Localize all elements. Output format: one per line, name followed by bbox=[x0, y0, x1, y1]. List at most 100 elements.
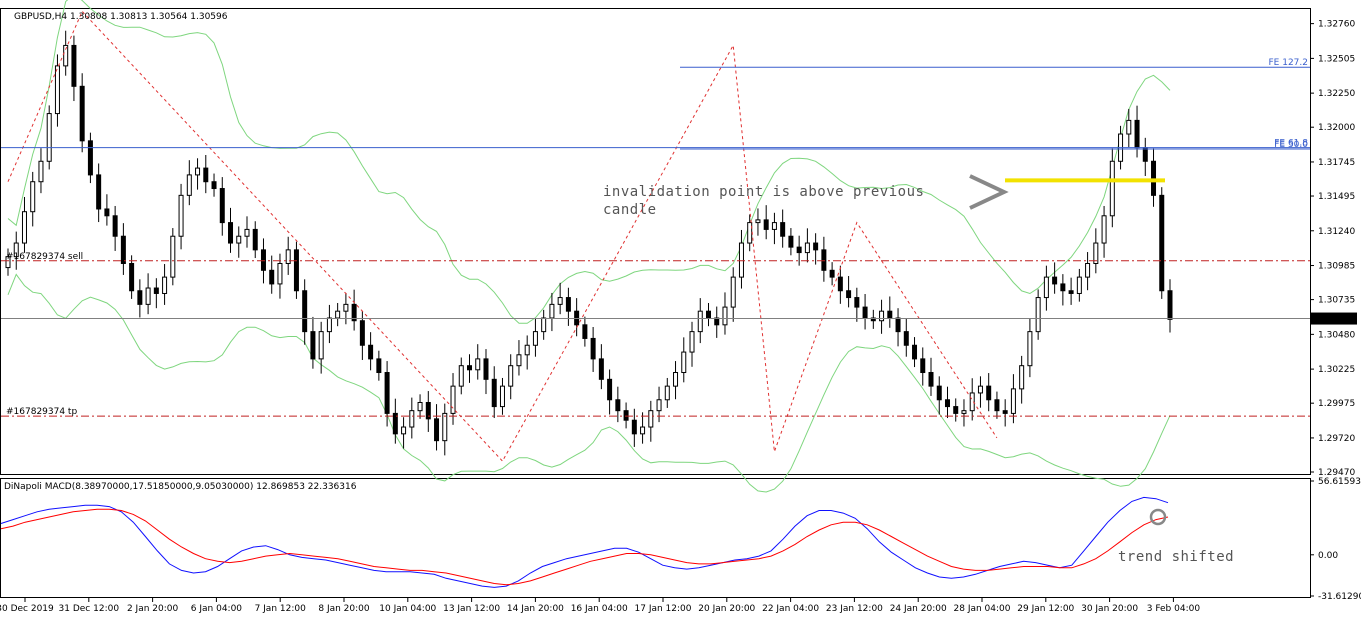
macd-line bbox=[0, 496, 1169, 588]
candle-body bbox=[747, 222, 753, 244]
fe-level-label: FE 61.8 bbox=[1274, 139, 1308, 149]
candle-body bbox=[236, 235, 242, 244]
y-tick-label: 1.30735 bbox=[1318, 296, 1355, 306]
bollinger-upper-line bbox=[7, 0, 1171, 324]
candle-body bbox=[392, 412, 398, 435]
candle-body bbox=[1085, 262, 1091, 278]
candle-body bbox=[1035, 297, 1041, 333]
x-tick-label: 24 Jan 20:00 bbox=[890, 604, 947, 614]
y-tick-label: 1.30225 bbox=[1318, 365, 1355, 375]
candle-body bbox=[30, 181, 36, 213]
candle-body bbox=[928, 372, 934, 387]
candle-body bbox=[854, 297, 860, 308]
candle-body bbox=[714, 317, 720, 326]
y-tick-label: 1.29720 bbox=[1318, 434, 1355, 444]
candle-body bbox=[532, 331, 538, 346]
candle-body bbox=[46, 113, 52, 162]
candle-body bbox=[384, 372, 390, 414]
x-tick-label: 28 Jan 04:00 bbox=[954, 604, 1011, 614]
candle-body bbox=[681, 351, 687, 374]
candle-body bbox=[112, 215, 118, 237]
candle-body bbox=[697, 310, 703, 333]
candle-body bbox=[640, 426, 646, 435]
candle-body bbox=[565, 297, 571, 312]
candle-body bbox=[54, 65, 60, 115]
candle-body bbox=[467, 365, 473, 371]
candle-body bbox=[499, 385, 505, 408]
candle-body bbox=[285, 249, 291, 264]
y-tick-label: 1.31240 bbox=[1318, 227, 1355, 237]
candle-body bbox=[1076, 276, 1082, 294]
candle-body bbox=[335, 310, 341, 319]
candle-body bbox=[508, 365, 514, 387]
candle-body bbox=[417, 401, 423, 412]
candle-body bbox=[269, 269, 275, 285]
candle-body bbox=[409, 410, 415, 428]
candle-body bbox=[1126, 119, 1132, 135]
invalidation-arrow bbox=[969, 174, 1009, 210]
x-tick-label: 8 Jan 20:00 bbox=[318, 604, 370, 614]
x-tick-label: 2 Jan 20:00 bbox=[127, 604, 179, 614]
candle-body bbox=[623, 410, 629, 421]
current-price-label: 1.30596 bbox=[1318, 315, 1355, 325]
candle-body bbox=[944, 399, 950, 408]
y-tick-label: 1.32505 bbox=[1318, 54, 1355, 64]
candle-body bbox=[969, 392, 975, 412]
candle-body bbox=[524, 344, 530, 356]
candle-body bbox=[870, 317, 876, 322]
y-tick-label: 1.32760 bbox=[1318, 20, 1355, 30]
candle-body bbox=[442, 412, 448, 442]
candle-body bbox=[318, 331, 324, 360]
x-tick-label: 30 Dec 2019 bbox=[0, 604, 54, 614]
candle-body bbox=[310, 331, 316, 360]
candle-body bbox=[252, 228, 258, 251]
order-level-label: #167829374 sell bbox=[6, 252, 83, 262]
candle-body bbox=[1068, 290, 1074, 294]
y-tick-label: 1.29470 bbox=[1318, 468, 1355, 478]
x-tick-label: 30 Jan 20:00 bbox=[1081, 604, 1138, 614]
x-tick-label: 22 Jan 04:00 bbox=[762, 604, 819, 614]
candle-body bbox=[813, 242, 819, 251]
candle-body bbox=[549, 303, 555, 319]
candle-body bbox=[1142, 147, 1148, 162]
y-tick-label: 1.32000 bbox=[1318, 123, 1355, 133]
candle-body bbox=[351, 303, 357, 322]
candle-body bbox=[293, 249, 299, 292]
candle-body bbox=[1101, 215, 1107, 244]
candle-body bbox=[162, 276, 168, 294]
x-tick-label: 7 Jan 12:00 bbox=[255, 604, 307, 614]
candle-body bbox=[1151, 160, 1157, 196]
candle-body bbox=[38, 160, 44, 183]
candle-body bbox=[475, 358, 481, 371]
x-tick-label: 3 Feb 04:00 bbox=[1147, 604, 1201, 614]
candle-body bbox=[104, 208, 110, 217]
y-tick-label: 1.31745 bbox=[1318, 158, 1355, 168]
candle-body bbox=[516, 354, 522, 367]
candle-body bbox=[153, 287, 159, 294]
y-tick-label: 1.32250 bbox=[1318, 89, 1355, 99]
candle-body bbox=[821, 249, 827, 271]
invalidation-annotation: invalidation point is above previous bbox=[603, 184, 924, 200]
candle-body bbox=[763, 219, 769, 230]
candle-body bbox=[730, 276, 736, 308]
bollinger-lower-line bbox=[7, 273, 1171, 493]
candle-body bbox=[425, 401, 431, 420]
candle-body bbox=[1002, 410, 1008, 414]
candle-body bbox=[434, 418, 440, 442]
candle-body bbox=[359, 320, 365, 346]
candle-body bbox=[780, 222, 786, 237]
y-tick-label: 1.31495 bbox=[1318, 192, 1355, 202]
candle-body bbox=[458, 365, 464, 387]
macd-y-tick-label: -31.61290 bbox=[1318, 592, 1361, 602]
candle-body bbox=[986, 385, 992, 401]
candle-body bbox=[994, 399, 1000, 412]
candle-body bbox=[903, 331, 909, 346]
candle-body bbox=[1060, 283, 1066, 292]
candle-body bbox=[211, 181, 217, 190]
x-tick-label: 16 Jan 04:00 bbox=[571, 604, 628, 614]
signal-line bbox=[0, 508, 1169, 586]
y-tick-label: 1.29975 bbox=[1318, 399, 1355, 409]
order-level-label: #167829374 tp bbox=[6, 407, 77, 417]
candle-body bbox=[895, 317, 901, 333]
